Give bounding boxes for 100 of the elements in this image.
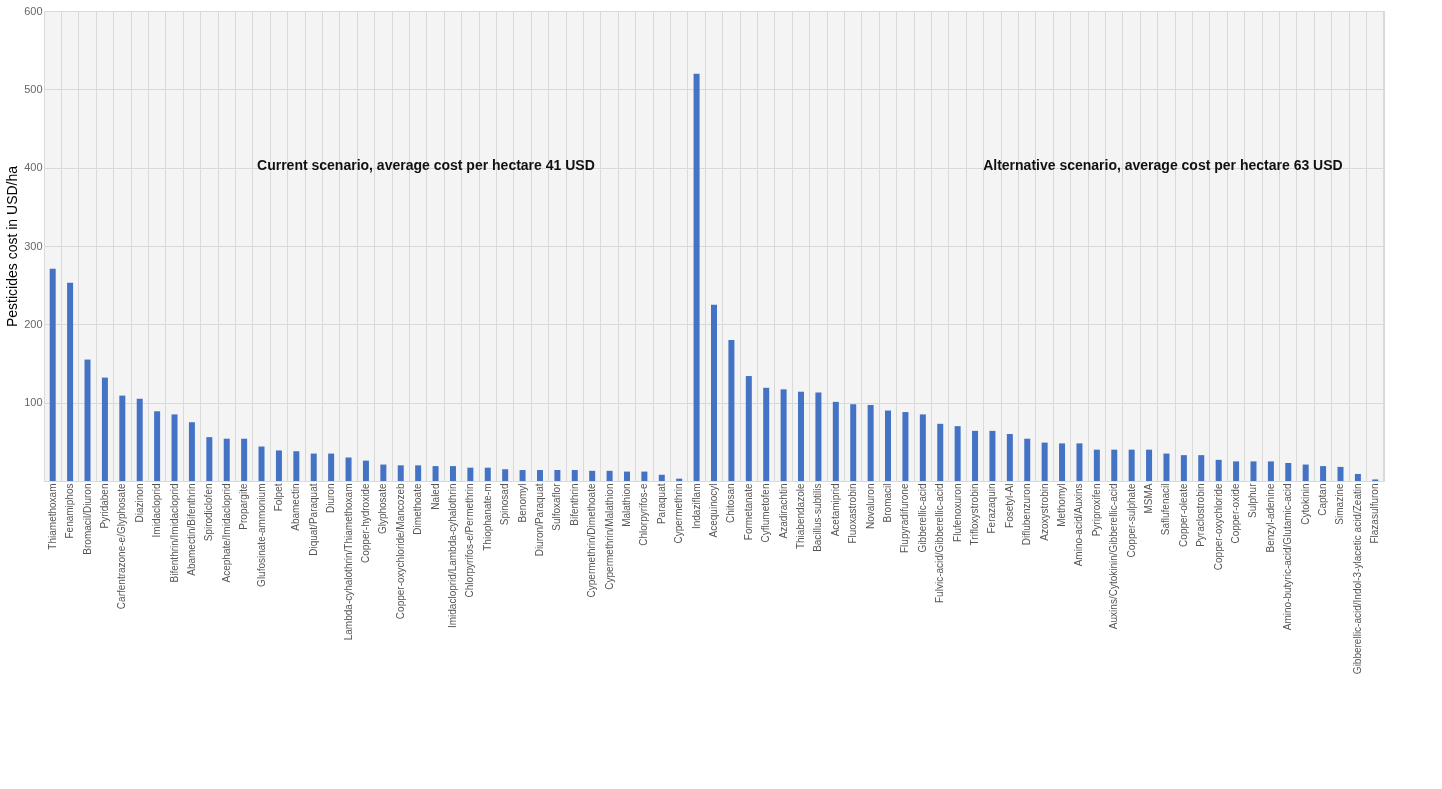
bar	[606, 470, 613, 481]
bar	[1111, 449, 1118, 481]
bar	[1250, 461, 1257, 481]
x-tick-label: Acequinocyl	[708, 483, 719, 538]
bar	[502, 469, 509, 481]
x-tick-label: Trifloxystrobin	[969, 483, 981, 546]
annotation: Alternative scenario, average cost per hectare 63 USD	[983, 157, 1343, 174]
x-tick-label: Pyraclostrobin	[1195, 483, 1207, 547]
x-tick-label: Pyridaben	[98, 483, 110, 529]
bar	[328, 453, 335, 481]
x-tick-label: Carfentrazone-e/Glyphosate	[116, 483, 128, 610]
bar	[432, 466, 439, 481]
x-tick-label: Dimethoate	[412, 483, 424, 535]
x-tick-label: Malathion	[620, 483, 632, 527]
bar	[1198, 455, 1205, 481]
x-tick-label: Fosetyl-Al	[1003, 483, 1015, 528]
bar	[310, 453, 317, 481]
y-tick-label: 600	[24, 4, 43, 17]
bar	[345, 457, 352, 481]
bar	[258, 446, 265, 481]
x-tick-label: Benomyl	[516, 483, 528, 523]
y-tick-label: 500	[24, 82, 43, 95]
bar	[919, 414, 926, 481]
bar	[554, 470, 561, 481]
bar	[171, 414, 178, 481]
bar	[241, 438, 248, 481]
y-tick-label: 300	[24, 239, 43, 252]
x-tick-label: Imidacloprid/Lambda-cyhalothrin	[446, 483, 458, 629]
bar	[415, 465, 422, 481]
x-tick-label: Copper-hydroxide	[359, 483, 371, 563]
x-tick-label: Methomyl	[1056, 483, 1068, 527]
x-tick-label: Bacillus-subtilis	[812, 483, 824, 552]
x-tick-label: Pyriproxifen	[1090, 483, 1102, 537]
x-tick-label: Chlorpyrifos-e	[638, 483, 650, 546]
bar	[867, 405, 874, 481]
x-tick-label: Diuron/Paraquat	[533, 483, 545, 557]
x-tick-label: Copper-sulphate	[1125, 483, 1137, 558]
x-tick-label: Propargite	[238, 483, 250, 530]
bar	[1128, 449, 1135, 481]
x-tick-label: Abamectin	[290, 483, 302, 531]
bar	[972, 430, 979, 481]
bar	[449, 466, 456, 481]
x-tick-label: Abamectin/Bifenthrin	[185, 483, 197, 576]
x-tick-label: Thiamethoxam	[46, 483, 58, 550]
bar	[832, 401, 839, 481]
bar	[275, 450, 282, 481]
bar	[693, 73, 700, 481]
x-tick-label: Captan	[1317, 483, 1329, 516]
bar	[188, 422, 195, 481]
x-tick-label: Folpet	[272, 483, 284, 512]
x-tick-label: Cypermethrin	[673, 483, 685, 544]
bar	[1354, 473, 1361, 481]
bar	[484, 467, 491, 481]
bar	[1041, 442, 1048, 481]
bar	[745, 376, 752, 481]
x-tick-label: MSMA	[1143, 483, 1155, 514]
bar	[362, 460, 369, 481]
x-tick-label: Sulphur	[1247, 482, 1259, 518]
x-tick-label: Spirodiclofen	[203, 483, 215, 542]
bar	[1233, 461, 1240, 481]
x-tick-label: Paraquat	[655, 483, 667, 525]
bar	[589, 470, 596, 481]
bar	[380, 464, 387, 481]
x-tick-label: Flufenoxuron	[951, 483, 963, 542]
bar	[937, 423, 944, 481]
y-tick-label: 400	[24, 161, 43, 174]
x-tick-label: Gibberellic-acid	[916, 483, 928, 553]
x-tick-label: Acephate/Imidacloprid	[220, 483, 232, 583]
bar	[84, 359, 91, 481]
x-tick-label: Spinosad	[499, 483, 511, 526]
bar	[1163, 453, 1170, 481]
x-tick-label: Glyphosate	[377, 483, 389, 535]
bar	[1302, 464, 1309, 481]
bar	[902, 412, 909, 481]
x-tick-label: Chlorpyrifos-e/Permethrin	[464, 483, 476, 598]
bar	[293, 451, 300, 481]
bar	[223, 438, 230, 481]
bar	[1180, 455, 1187, 481]
bar	[850, 404, 857, 481]
bar	[1059, 443, 1066, 481]
x-tick-label: Flazasulfuron	[1369, 483, 1381, 544]
bar	[763, 387, 770, 481]
x-tick-label: Thiabendazole	[795, 483, 807, 550]
bar	[1215, 459, 1222, 481]
bar	[571, 470, 578, 481]
bar	[397, 465, 404, 481]
x-tick-label: Diuron	[325, 483, 337, 513]
x-tick-label: Benzyl-adenine	[1264, 483, 1276, 553]
bar	[49, 268, 56, 481]
bar	[989, 430, 996, 481]
x-tick-label: Novaluron	[864, 483, 876, 530]
x-tick-label: Saflufenacil	[1160, 483, 1172, 536]
bar	[641, 471, 648, 481]
bar	[728, 340, 735, 481]
x-tick-label: Gibberellic-acid/Indol-3-ylacetic acid/Zeatin	[1351, 483, 1363, 675]
bar	[658, 474, 665, 481]
bar	[885, 410, 892, 481]
x-tick-label: Auxins/Cytokinin/Gibberellic-acid	[1108, 483, 1120, 630]
x-tick-label: Copper-oxychloride	[1212, 483, 1224, 571]
x-tick-label: Diquat/Paraquat	[307, 483, 319, 556]
